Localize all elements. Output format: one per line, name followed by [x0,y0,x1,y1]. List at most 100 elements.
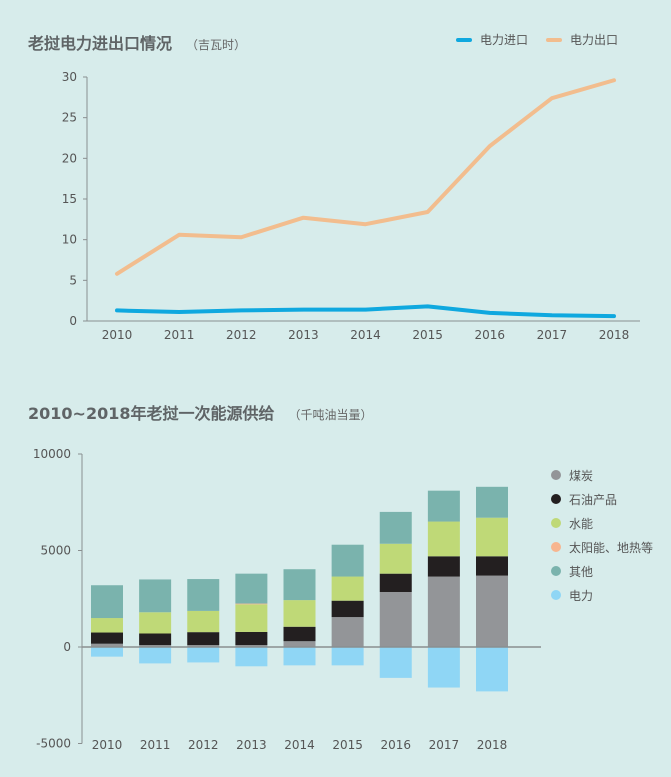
y-tick-label: -5000 [36,737,71,751]
legend-label: 电力 [569,588,594,603]
legend-item-export: 电力出口 [546,31,618,48]
bar-segment [187,645,220,647]
bar-segment [379,573,412,592]
x-tick-label: 2016 [474,328,505,342]
bar-segment [331,617,364,647]
x-tick-label: 2011 [140,738,171,752]
y-tick-label: 20 [62,151,77,165]
x-tick-label: 2014 [350,328,381,342]
bar-segment [283,600,316,627]
legend-label: 太阳能、地热等 [569,540,654,555]
bar-segment [91,647,123,657]
bar-segment [283,569,316,601]
x-tick-label: 2010 [92,738,123,752]
bar-segment [427,556,460,577]
chart1-title-text: 老挝电力进出口情况 [28,34,173,53]
legend-label: 石油产品 [569,492,618,507]
bar-segment [235,631,268,646]
bar-segment [235,604,268,632]
bar-segment [379,647,412,678]
legend-label-export: 电力出口 [570,33,619,47]
x-tick-label: 2015 [332,738,363,752]
x-tick-label: 2012 [226,328,257,342]
bar-segment [235,645,268,647]
chart1-title: 老挝电力进出口情况 （吉瓦时） [28,30,246,54]
legend-item: 石油产品 [551,487,653,511]
legend-dot-icon [551,494,561,504]
x-tick-label: 2015 [412,328,443,342]
bar-segment [427,521,460,557]
bar-segment [91,585,123,619]
legend-dot-icon [551,542,561,552]
bar-segment [283,626,316,642]
legend-dot-icon [551,518,561,528]
y-tick-label: 10000 [33,447,71,461]
x-tick-label: 2018 [599,328,630,342]
bar-segment [476,647,508,692]
chart2-title: 2010~2018年老挝一次能源供给 （千吨油当量） [28,400,373,424]
bar-segment [379,511,412,544]
y-tick-label: 0 [69,314,77,328]
y-tick-label: 0 [63,640,71,654]
chart1-unit: （吉瓦时） [186,38,247,52]
bar-segment [427,647,460,688]
x-tick-label: 2010 [102,328,133,342]
bar-segment [379,543,412,574]
legend-item-import: 电力进口 [456,31,528,48]
chart2-title-text: 2010~2018年老挝一次能源供给 [28,404,275,423]
legend-dot-icon [551,590,561,600]
x-tick-label: 2011 [164,328,195,342]
bar-segment [331,544,364,577]
legend-label: 其他 [569,564,594,579]
bar-segment [187,632,220,646]
legend-item: 其他 [551,559,653,583]
bar-segment [235,647,268,667]
y-tick-label: 15 [62,192,77,206]
bar-segment [427,490,460,522]
bar-segment [476,486,508,518]
y-tick-label: 5 [69,273,77,287]
bar-segment [283,647,316,666]
x-tick-label: 2012 [188,738,219,752]
chart1-legend: 电力进口 电力出口 [456,31,618,48]
legend-item: 水能 [551,511,653,535]
bar-segment [331,600,364,618]
legend-label: 水能 [569,516,594,531]
legend-item: 太阳能、地热等 [551,535,653,559]
bar-segment [235,603,268,605]
x-tick-label: 2016 [380,738,411,752]
x-tick-label: 2013 [288,328,319,342]
chart2-unit: （千吨油当量） [288,408,373,422]
y-tick-label: 10 [62,233,77,247]
y-tick-label: 30 [62,70,77,84]
x-tick-label: 2018 [477,738,508,752]
bar-segment [139,612,172,634]
bar-segment [187,579,220,611]
bar-segment [139,647,172,664]
bar-segment [331,576,364,601]
legend-dot-icon [551,566,561,576]
bar-segment [476,575,508,647]
legend-label-import: 电力进口 [480,33,529,47]
bar-segment [187,647,220,663]
bar-segment [379,591,412,647]
legend-item: 电力 [551,583,653,607]
legend-dot-icon [551,470,561,480]
x-tick-label: 2014 [284,738,315,752]
legend-swatch-export [546,37,563,42]
bar-segment [476,556,508,576]
bar-segment [476,517,508,557]
legend-item: 煤炭 [551,463,653,487]
legend-label: 煤炭 [569,468,594,483]
bar-segment [139,633,172,646]
bar-segment [187,610,220,633]
y-tick-label: 25 [62,111,77,125]
bar-segment [235,573,268,604]
legend-swatch-import [456,37,472,42]
chart2-legend: 煤炭石油产品水能太阳能、地热等 其他电力 [551,463,653,607]
bar-segment [91,632,123,644]
x-tick-label: 2017 [429,738,460,752]
x-tick-label: 2017 [537,328,568,342]
